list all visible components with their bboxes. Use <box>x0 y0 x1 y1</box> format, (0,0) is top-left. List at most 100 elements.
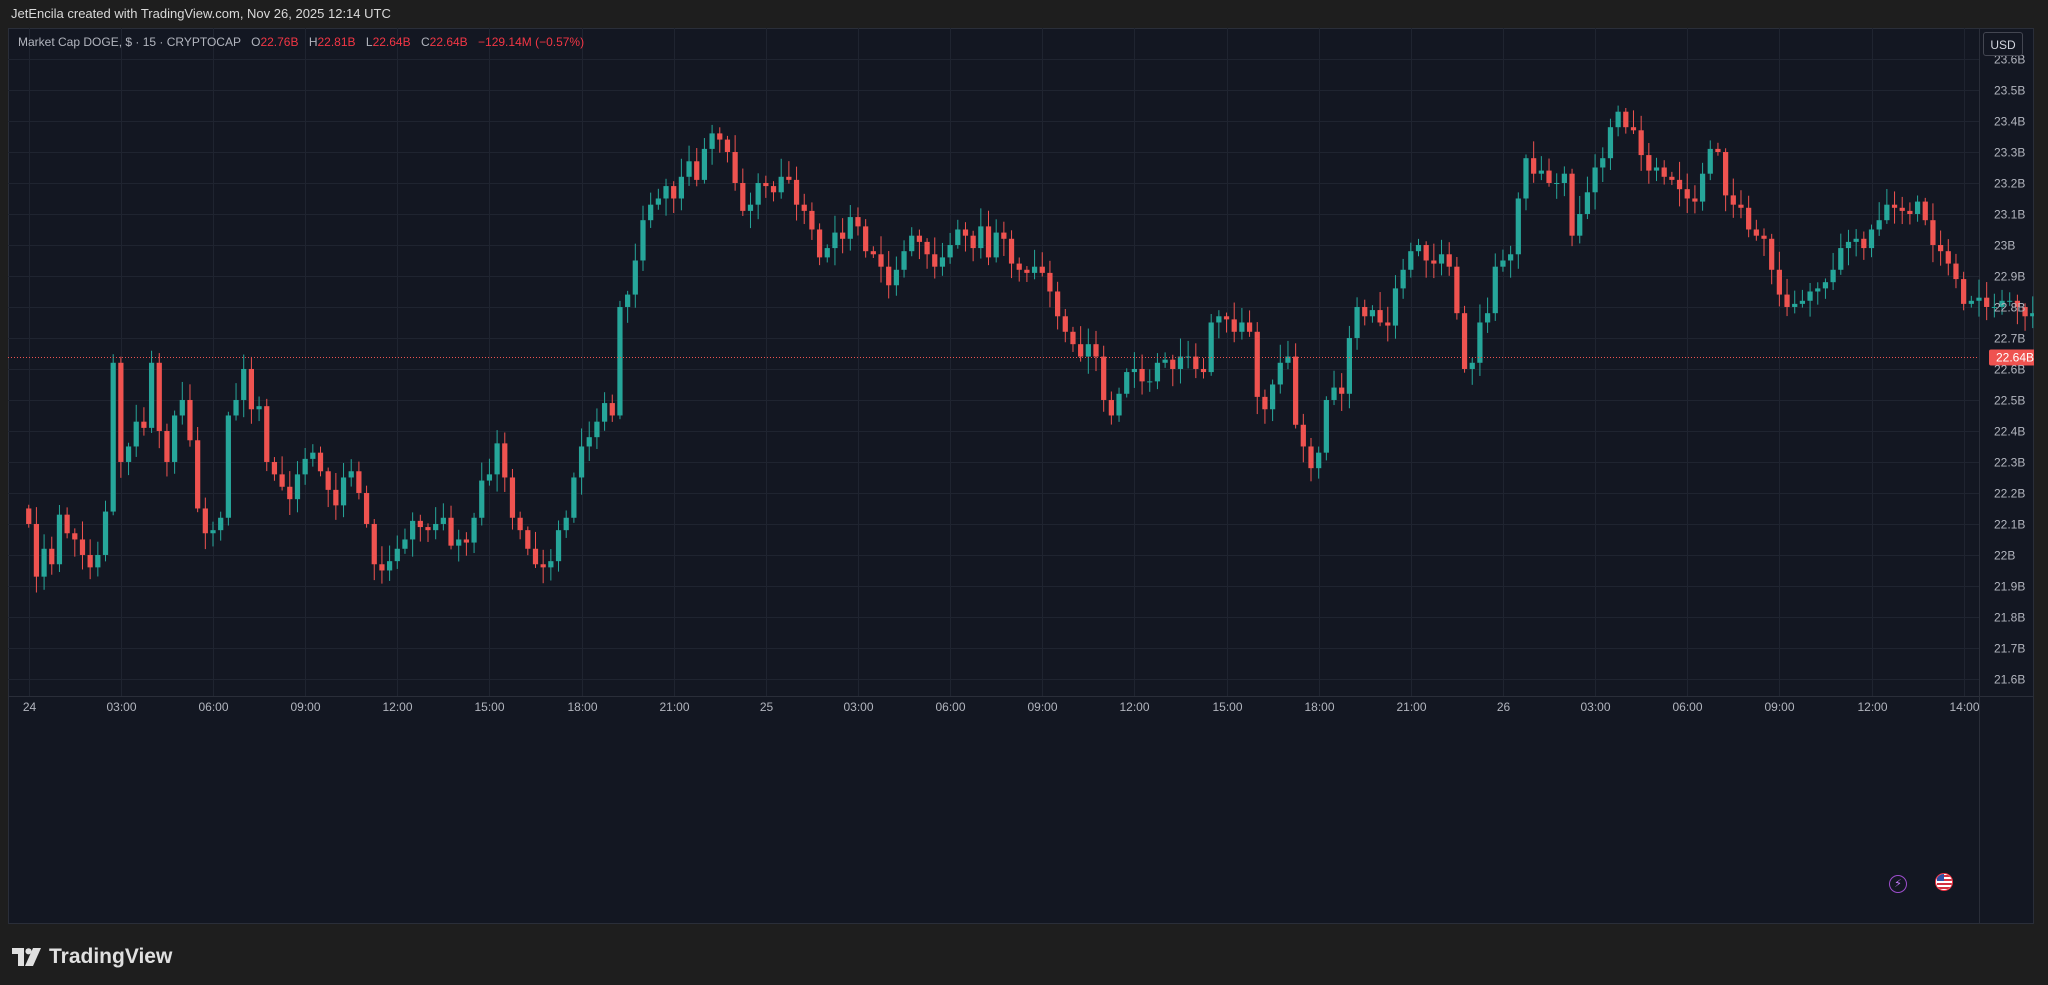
candle-body <box>1531 158 1537 174</box>
candle-body <box>386 561 393 571</box>
candle-body <box>1584 192 1591 214</box>
x-tick-label: 12:00 <box>382 700 412 714</box>
candle-body <box>1815 288 1821 292</box>
x-tick-label: 03:00 <box>843 700 873 714</box>
time-axis[interactable]: 24 03:00 06:00 09:00 12:00 15:00 18:00 21:00 25 0… <box>23 700 1980 714</box>
candle-body <box>340 477 347 506</box>
candle-body <box>1354 306 1360 338</box>
y-tick-label: 22.6B <box>1994 363 2025 377</box>
candle-body <box>916 235 923 242</box>
candle-body <box>763 182 769 187</box>
candle-body <box>863 226 869 252</box>
candle-body <box>1484 313 1491 323</box>
candle-body <box>517 517 523 531</box>
candle-body <box>1454 266 1460 314</box>
candle-body <box>1331 387 1337 400</box>
candle-body <box>947 244 953 258</box>
open-value: 22.76B <box>260 35 299 49</box>
candle-body <box>1577 213 1583 236</box>
x-tick-label: 18:00 <box>1304 700 1334 714</box>
candle-body <box>2030 313 2034 317</box>
candle-body <box>1415 244 1422 252</box>
candle-body <box>1623 111 1629 128</box>
candle-body <box>1807 291 1813 301</box>
candle-body <box>1477 322 1483 363</box>
x-tick-label: 25 <box>760 700 774 714</box>
candle-body <box>1615 111 1621 128</box>
candle-body <box>1899 207 1905 211</box>
candle-body <box>855 217 861 227</box>
candle-body <box>471 517 477 543</box>
candle-body <box>287 486 293 500</box>
symbol-title[interactable]: Market Cap DOGE, $ · 15 · CRYPTOCAP <box>18 35 241 49</box>
x-tick-label: 09:00 <box>1027 700 1057 714</box>
candle-body <box>1976 297 1982 301</box>
candle-body <box>1293 356 1299 425</box>
candle-body <box>1838 248 1844 270</box>
candle-body <box>1392 288 1399 326</box>
last-price-tag <box>1989 349 2034 366</box>
candle-body <box>686 161 692 177</box>
tradingview-brand[interactable]: TradingView <box>12 945 172 969</box>
y-tick-label: 23.6B <box>1994 53 2025 67</box>
candle-body <box>179 399 185 416</box>
candle-body <box>1162 359 1168 363</box>
candle-body <box>317 452 324 472</box>
candle-body <box>394 548 400 562</box>
grid-lines <box>8 28 2034 924</box>
y-tick-label: 21.9B <box>1994 580 2025 594</box>
candle-body <box>617 306 623 416</box>
candle-body <box>41 548 47 577</box>
candle-body <box>978 226 984 249</box>
currency-button[interactable]: USD <box>1983 32 2023 56</box>
candle-body <box>816 229 823 258</box>
candle-body <box>325 471 331 490</box>
candle-body <box>502 443 508 478</box>
us-flag-icon[interactable] <box>1935 873 1953 891</box>
candle-body <box>448 517 454 546</box>
candle-body <box>218 517 224 531</box>
candle-body <box>1723 151 1729 196</box>
x-tick-label: 21:00 <box>1396 700 1426 714</box>
footer <box>0 924 2048 985</box>
price-axis[interactable]: 21.6B 21.7B 21.8B 21.9B 22B 22.1B 22.2B 22.3B 22… <box>1994 53 2025 687</box>
candle-body <box>87 554 93 568</box>
candle-body <box>1124 372 1130 394</box>
candle-body <box>310 452 316 459</box>
candle-body <box>786 176 792 180</box>
lightning-icon[interactable]: ⚡ <box>1889 875 1907 893</box>
candle-body <box>348 471 354 478</box>
candle-body <box>363 492 370 524</box>
candle-body <box>1738 204 1744 208</box>
candle-body <box>1254 331 1260 397</box>
candle-body <box>1707 148 1713 174</box>
candlestick-chart[interactable]: 22.64B 21.6B 21.7B 21.8B 21.9B 22B 22.1B 22.2B… <box>8 28 2034 924</box>
candle-body <box>1500 260 1506 267</box>
candle-body <box>1600 158 1606 168</box>
candle-body <box>1868 229 1875 249</box>
candle-body <box>886 266 892 286</box>
candle-body <box>210 530 216 534</box>
candle-body <box>840 232 846 239</box>
candle-body <box>1845 241 1852 249</box>
brand-name: TradingView <box>49 945 173 968</box>
y-tick-label: 21.6B <box>1994 673 2025 687</box>
candle-body <box>195 440 201 509</box>
candle-body <box>1093 344 1099 357</box>
candle-body <box>1262 396 1268 410</box>
close-label: C <box>420 35 430 49</box>
candle-body <box>1438 254 1445 264</box>
candle-body <box>755 182 761 205</box>
candle-body <box>1078 344 1084 357</box>
candle-body <box>26 508 32 524</box>
candle-body <box>271 461 278 475</box>
last-price-line: 22.64B <box>8 349 2034 366</box>
candle-body <box>1461 313 1468 369</box>
candle-body <box>578 446 585 478</box>
candle-body <box>1131 368 1138 373</box>
candle-body <box>133 421 139 447</box>
candle-body <box>1085 344 1091 357</box>
candle-body <box>1147 381 1153 383</box>
candle-body <box>1891 204 1898 208</box>
candle-body <box>1676 179 1683 190</box>
